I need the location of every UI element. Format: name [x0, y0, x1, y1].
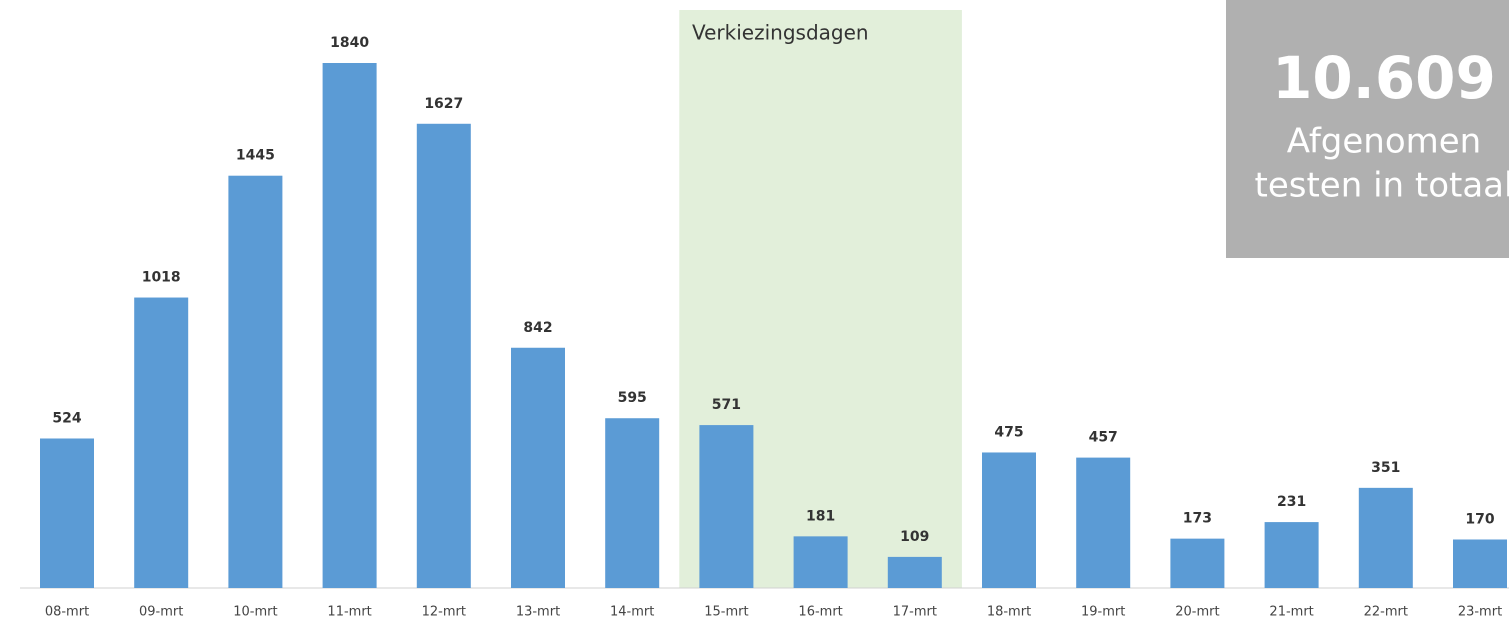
x-tick-label: 14-mrt	[610, 605, 654, 620]
x-tick-label: 17-mrt	[893, 605, 937, 620]
bar	[40, 438, 94, 588]
x-tick-label: 15-mrt	[704, 605, 748, 620]
highlight-label: Verkiezingsdagen	[692, 21, 869, 45]
value-label: 1445	[236, 148, 275, 164]
x-tick-label: 08-mrt	[45, 605, 89, 620]
bar	[793, 536, 848, 588]
bar	[228, 175, 283, 589]
x-tick-label: 20-mrt	[1175, 605, 1219, 620]
bar	[1076, 457, 1131, 588]
total-value: 10.609	[1272, 44, 1496, 112]
x-tick-label: 09-mrt	[139, 605, 183, 620]
value-label: 1018	[142, 270, 181, 286]
x-tick-label: 18-mrt	[987, 605, 1031, 620]
bar	[1358, 487, 1413, 588]
x-tick-label: 19-mrt	[1081, 605, 1125, 620]
x-tick-label: 23-mrt	[1458, 605, 1502, 620]
value-label: 1627	[424, 96, 463, 112]
x-tick-label: 16-mrt	[798, 605, 842, 620]
value-label: 842	[523, 320, 552, 336]
bar	[1170, 538, 1225, 588]
x-tick-label: 22-mrt	[1364, 605, 1408, 620]
bar	[1453, 539, 1507, 588]
bar	[1264, 522, 1319, 588]
value-label: 524	[52, 410, 81, 426]
value-label: 181	[806, 508, 835, 524]
bar	[134, 297, 189, 588]
bar	[982, 452, 1036, 588]
value-label: 109	[900, 529, 929, 545]
bar	[511, 347, 565, 588]
x-tick-label: 21-mrt	[1269, 605, 1313, 620]
bar	[699, 425, 754, 588]
bar	[322, 63, 377, 588]
value-label: 231	[1277, 494, 1306, 510]
total-caption: testen in totaal	[1255, 166, 1509, 206]
value-label: 595	[618, 390, 647, 406]
x-tick-label: 10-mrt	[233, 605, 277, 620]
bar	[416, 123, 471, 588]
bar	[887, 556, 942, 588]
total-caption: Afgenomen	[1287, 122, 1481, 162]
x-tick-label: 11-mrt	[327, 605, 371, 620]
value-label: 475	[994, 424, 1023, 440]
bar	[605, 418, 660, 588]
x-tick-label: 12-mrt	[422, 605, 466, 620]
value-label: 170	[1465, 511, 1494, 527]
value-label: 457	[1089, 430, 1118, 446]
x-tick-label: 13-mrt	[516, 605, 560, 620]
value-label: 173	[1183, 511, 1212, 527]
total-box	[1226, 0, 1509, 258]
value-label: 571	[712, 397, 741, 413]
value-label: 351	[1371, 460, 1400, 476]
value-label: 1840	[330, 35, 369, 51]
